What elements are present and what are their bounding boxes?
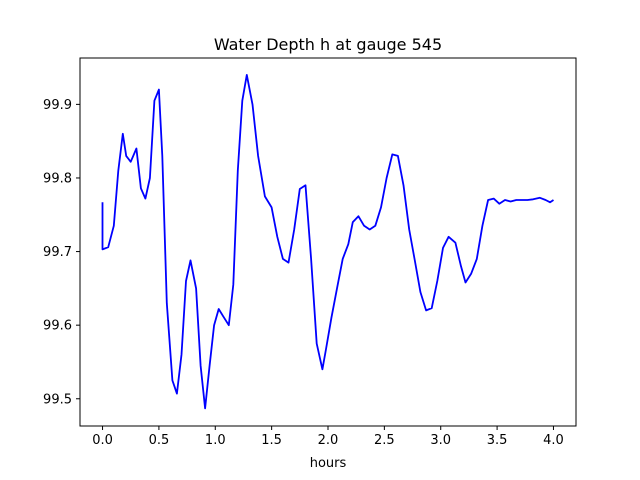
plot-area: 0.0 0.5 1.0 1.5 2.0 2.5 3.0 3.5 4.0 99.5 99.6 99.7 9…	[43, 57, 577, 448]
x-tick-label: 0.0	[92, 433, 113, 448]
x-tick-label: 3.5	[487, 433, 508, 448]
series-line-0	[101, 74, 555, 410]
chart-title: Water Depth h at gauge 545	[214, 35, 442, 54]
x-tick-label: 2.0	[318, 433, 339, 448]
x-tick-label: 4.0	[543, 433, 564, 448]
y-tick-label: 99.9	[43, 98, 72, 113]
x-tick-label: 1.0	[205, 433, 226, 448]
x-tick-label: 1.5	[261, 433, 282, 448]
x-tick-label: 3.0	[430, 433, 451, 448]
y-tick-label: 99.7	[43, 245, 72, 260]
x-tick-label: 2.5	[374, 433, 395, 448]
y-tick-label: 99.6	[43, 319, 72, 334]
x-axis-label: hours	[310, 456, 347, 471]
y-tick-label: 99.8	[43, 171, 72, 186]
x-tick-label: 0.5	[149, 433, 170, 448]
y-tick-label: 99.5	[43, 392, 72, 407]
